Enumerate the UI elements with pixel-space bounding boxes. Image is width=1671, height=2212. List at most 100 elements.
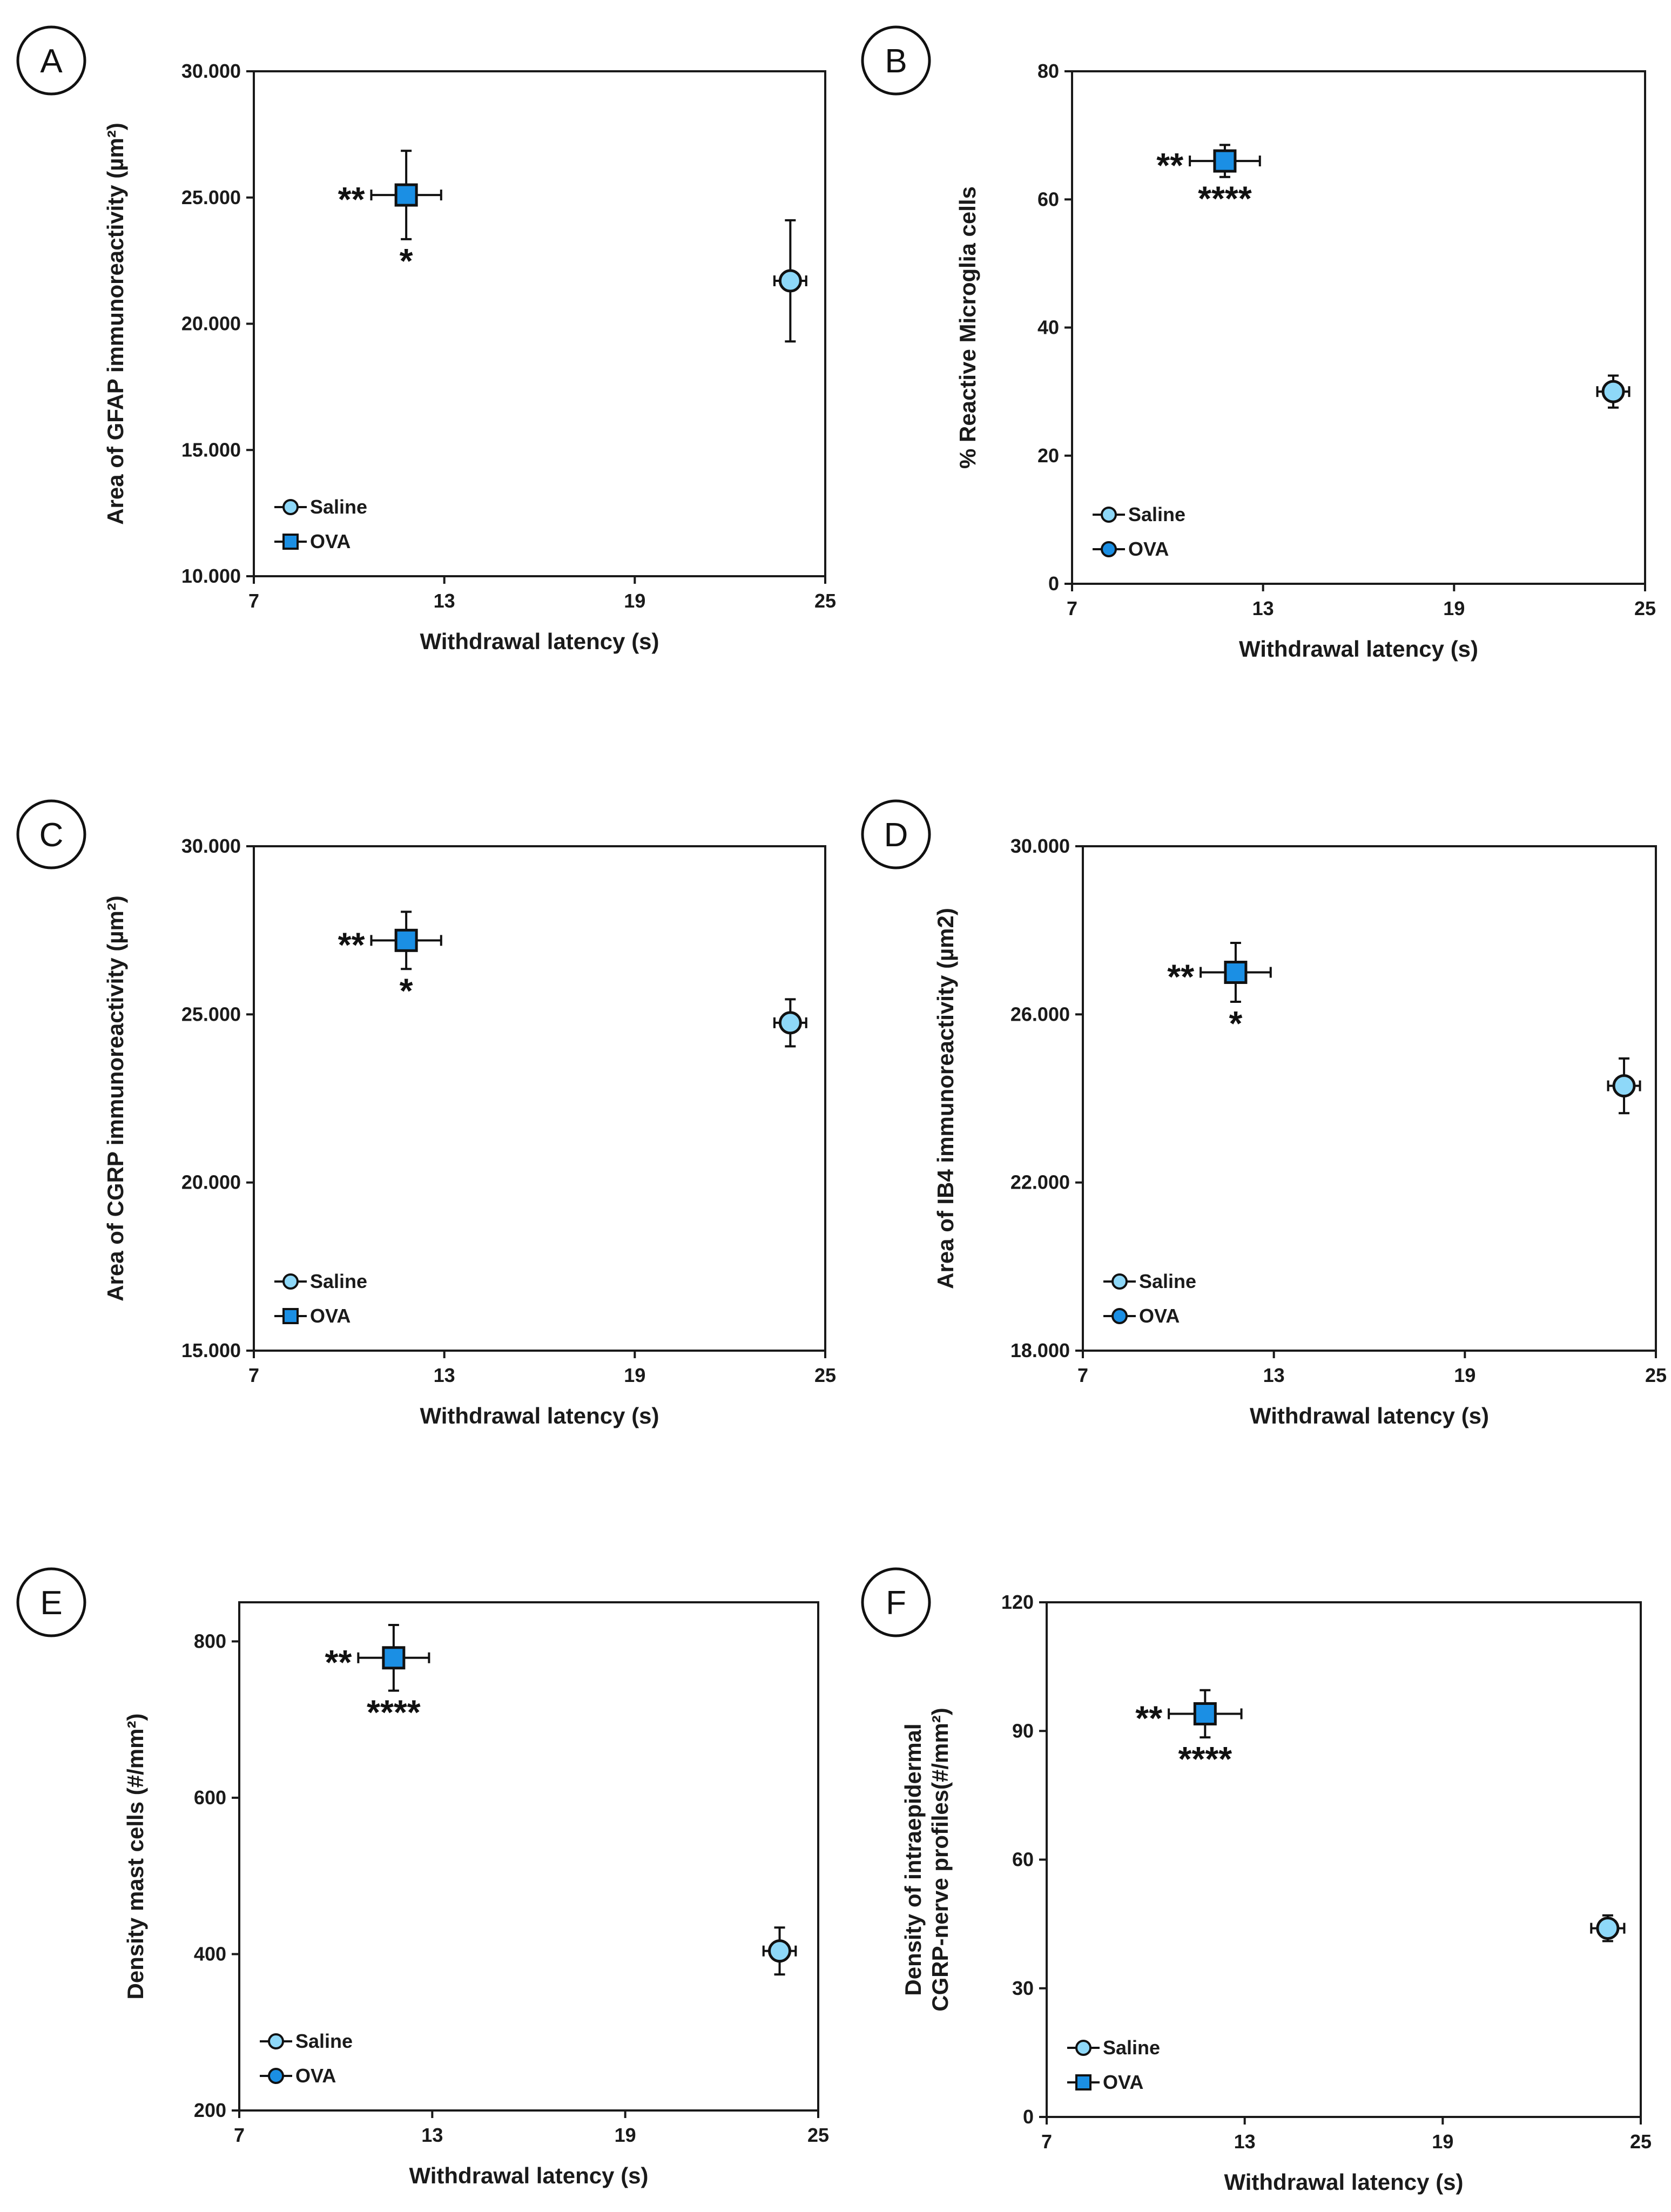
x-tick-label: 25 xyxy=(1630,2130,1652,2153)
legend-item-ova: OVA xyxy=(1067,2071,1143,2093)
legend-circle-marker xyxy=(282,499,299,515)
x-tick-label: 13 xyxy=(434,1364,455,1386)
legend-label: Saline xyxy=(310,1270,367,1292)
circle-marker xyxy=(778,1011,802,1035)
legend-label: Saline xyxy=(1128,503,1185,525)
significance-below: **** xyxy=(1198,179,1252,218)
legend-label: Saline xyxy=(1139,1270,1196,1292)
point-saline xyxy=(762,1926,797,1976)
significance-below: * xyxy=(400,241,413,280)
y-tick-label: 15.000 xyxy=(181,1339,241,1361)
legend-circle-marker xyxy=(268,2033,284,2049)
y-tick-label: 20.000 xyxy=(181,1171,241,1193)
circle-marker xyxy=(1612,1074,1636,1098)
y-tick-label: 15.000 xyxy=(181,439,241,461)
x-tick-label: 25 xyxy=(1645,1364,1667,1386)
significance-below: * xyxy=(400,971,413,1010)
panel-c: C 7 13 19 25 15.000 20.000 25.000 30.000 Withdraw… xyxy=(16,799,836,1428)
legend-square-marker xyxy=(282,534,299,550)
y-tick-label: 30.000 xyxy=(181,60,241,82)
y-axis-label: Area of GFAP immunoreactivity (µm²) xyxy=(103,123,128,525)
x-tick-label: 7 xyxy=(248,1364,259,1386)
x-tick-label: 25 xyxy=(814,1364,836,1386)
point-saline xyxy=(773,219,807,343)
y-axis-label: Area of IB4 immunoreactivity (µm2) xyxy=(933,908,958,1289)
y-tick-label: 30.000 xyxy=(1010,835,1070,857)
legend-item-saline: Saline xyxy=(274,1270,367,1292)
y-axis-label: Density mast cells (#/mm²) xyxy=(123,1714,148,2000)
legend-circle-marker xyxy=(1111,1308,1128,1324)
legend-label: OVA xyxy=(1139,1305,1180,1327)
x-tick-label: 13 xyxy=(1234,2130,1256,2153)
panel-label: A xyxy=(40,43,63,80)
panel-label: B xyxy=(885,43,907,80)
square-marker xyxy=(1213,149,1237,173)
legend-label: OVA xyxy=(310,1305,351,1327)
legend-label: OVA xyxy=(295,2065,336,2087)
square-marker xyxy=(394,183,418,207)
legend-item-ova: OVA xyxy=(274,530,351,552)
legend-square-marker xyxy=(282,1308,299,1324)
plot-frame xyxy=(1082,845,1657,1352)
y-tick-label: 18.000 xyxy=(1010,1339,1070,1361)
y-tick-label: 0 xyxy=(1048,572,1059,595)
legend-item-ova: OVA xyxy=(274,1305,351,1327)
significance-left: ** xyxy=(1135,1698,1162,1737)
square-marker xyxy=(382,1646,406,1670)
x-axis-label: Withdrawal latency (s) xyxy=(1239,636,1478,662)
significance-left: ** xyxy=(1167,957,1194,996)
significance-below: * xyxy=(1229,1004,1242,1043)
legend-item-saline: Saline xyxy=(1067,2036,1160,2059)
legend-item-ova: OVA xyxy=(1093,538,1169,560)
point-ova xyxy=(357,1623,430,1692)
y-tick-label: 20 xyxy=(1037,444,1059,467)
x-tick-label: 13 xyxy=(1252,597,1274,619)
significance-left: ** xyxy=(325,1643,352,1682)
x-axis-label: Withdrawal latency (s) xyxy=(1250,1403,1489,1428)
y-tick-label: 200 xyxy=(194,2099,226,2121)
panel-label-circle xyxy=(861,1567,931,1637)
square-marker xyxy=(394,928,418,952)
circle-marker xyxy=(768,1939,792,1963)
square-marker xyxy=(1224,961,1248,984)
significance-left: ** xyxy=(1156,146,1183,185)
legend-circle-marker xyxy=(1111,1273,1128,1290)
x-axis-label: Withdrawal latency (s) xyxy=(1224,2169,1463,2195)
point-ova xyxy=(370,150,442,240)
panel-label: F xyxy=(886,1584,906,1622)
x-axis-label: Withdrawal latency (s) xyxy=(420,629,659,654)
x-tick-label: 25 xyxy=(807,2124,829,2146)
legend-item-saline: Saline xyxy=(1093,503,1185,525)
panel-label: C xyxy=(39,817,64,854)
y-tick-label: 22.000 xyxy=(1010,1171,1070,1193)
y-axis-label: % Reactive Microglia cells xyxy=(955,186,980,469)
panel-label: E xyxy=(40,1584,62,1622)
circle-marker xyxy=(778,269,802,293)
y-tick-label: 40 xyxy=(1037,316,1059,339)
legend-item-saline: Saline xyxy=(274,496,367,518)
legend-label: OVA xyxy=(310,530,351,552)
x-tick-label: 13 xyxy=(1263,1364,1285,1386)
y-tick-label: 25.000 xyxy=(181,1003,241,1025)
x-tick-label: 19 xyxy=(624,590,645,612)
panel-f: F 7 13 19 25 0 30 60 90 120 Withdrawal latency (s)… xyxy=(861,1567,1652,2195)
legend-item-ova: OVA xyxy=(260,2065,336,2087)
y-tick-label: 90 xyxy=(1012,1719,1034,1742)
panel-label: D xyxy=(884,817,908,854)
panel-e: E 7 13 19 25 200 400 600 800 Withdrawal latency (… xyxy=(16,1567,829,2188)
x-axis-label: Withdrawal latency (s) xyxy=(409,2163,648,2188)
y-tick-label: 60 xyxy=(1037,188,1059,210)
y-tick-label: 30.000 xyxy=(181,835,241,857)
plot-frame xyxy=(238,1601,819,2112)
significance-left: ** xyxy=(338,180,365,219)
legend-circle-marker xyxy=(268,2068,284,2084)
point-saline xyxy=(1596,374,1630,409)
x-tick-label: 19 xyxy=(1454,1364,1475,1386)
x-tick-label: 7 xyxy=(1077,1364,1088,1386)
plot-frame xyxy=(253,845,826,1352)
x-tick-label: 13 xyxy=(421,2124,443,2146)
y-axis-label: Density of intraepidermal xyxy=(900,1723,926,1995)
panel-label-circle xyxy=(861,25,931,96)
x-tick-label: 7 xyxy=(1041,2130,1052,2153)
